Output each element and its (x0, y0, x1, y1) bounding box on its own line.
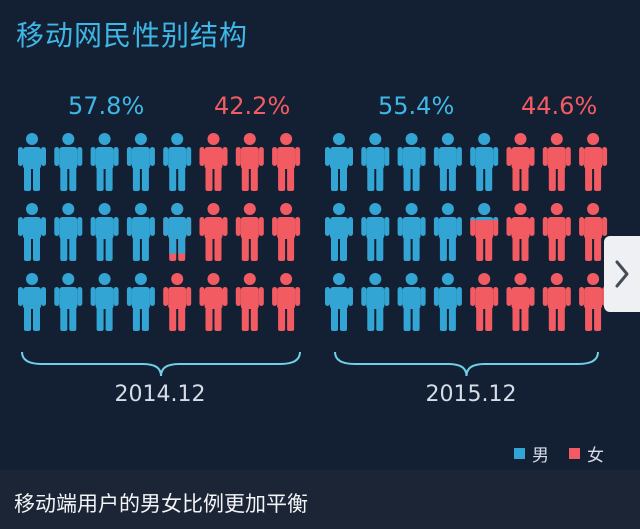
male-percent-2015: 55.4% (378, 92, 455, 120)
split-person-icon (163, 203, 192, 261)
male-percent-2014: 57.8% (68, 92, 145, 120)
male-person-icon (397, 133, 426, 191)
female-person-icon (163, 273, 192, 331)
female-person-icon (542, 203, 571, 261)
male-person-icon (325, 133, 353, 191)
female-person-icon (542, 133, 571, 191)
male-person-icon (397, 203, 426, 261)
chart-title: 移动网民性别结构 (16, 19, 249, 52)
male-person-icon (397, 273, 426, 331)
male-person-icon (18, 203, 46, 261)
pictogram-chart (18, 133, 608, 377)
male-person-icon (433, 273, 462, 331)
male-person-icon (90, 133, 119, 191)
female-person-icon (542, 273, 571, 331)
female-person-icon (272, 133, 301, 191)
male-person-icon (470, 133, 499, 191)
period-label-2014: 2014.12 (114, 382, 206, 407)
male-person-icon (18, 133, 46, 191)
female-person-icon (579, 203, 608, 261)
male-person-icon (90, 203, 119, 261)
male-person-icon (54, 133, 83, 191)
legend-swatch-female (569, 448, 580, 459)
female-person-icon (272, 203, 301, 261)
female-person-icon (506, 273, 535, 331)
legend-item-male: 男 (514, 441, 549, 466)
female-person-icon (506, 203, 535, 261)
male-person-icon (126, 203, 155, 261)
split-person-icon (470, 203, 499, 261)
female-person-icon (506, 133, 535, 191)
female-percent-2014: 42.2% (214, 92, 291, 120)
period-label-2015: 2015.12 (425, 382, 517, 407)
female-person-icon (199, 273, 228, 331)
male-person-icon (163, 133, 192, 191)
male-person-icon (126, 273, 155, 331)
female-person-icon (235, 203, 264, 261)
female-person-icon (235, 273, 264, 331)
male-person-icon (126, 133, 155, 191)
legend: 男 女 (514, 441, 604, 466)
legend-item-female: 女 (569, 441, 604, 466)
next-slide-button[interactable] (604, 236, 640, 312)
male-person-icon (90, 273, 119, 331)
male-person-icon (361, 203, 390, 261)
male-person-icon (433, 203, 462, 261)
male-person-icon (54, 203, 83, 261)
female-person-icon (579, 273, 608, 331)
female-person-icon (470, 273, 499, 331)
chevron-right-icon (615, 260, 629, 288)
legend-label-male: 男 (532, 446, 549, 466)
caption-text: 移动端用户的男女比例更加平衡 (14, 492, 308, 516)
male-person-icon (361, 133, 390, 191)
male-person-icon (18, 273, 46, 331)
female-person-icon (579, 133, 608, 191)
male-person-icon (54, 273, 83, 331)
male-person-icon (325, 203, 353, 261)
group-brace (334, 351, 599, 377)
female-person-icon (272, 273, 301, 331)
legend-swatch-male (514, 448, 525, 459)
female-person-icon (199, 133, 228, 191)
female-percent-2015: 44.6% (521, 92, 598, 120)
legend-label-female: 女 (587, 446, 604, 466)
male-person-icon (361, 273, 390, 331)
female-person-icon (235, 133, 264, 191)
female-person-icon (199, 203, 228, 261)
male-person-icon (325, 273, 353, 331)
male-person-icon (433, 133, 462, 191)
group-brace (21, 351, 301, 377)
